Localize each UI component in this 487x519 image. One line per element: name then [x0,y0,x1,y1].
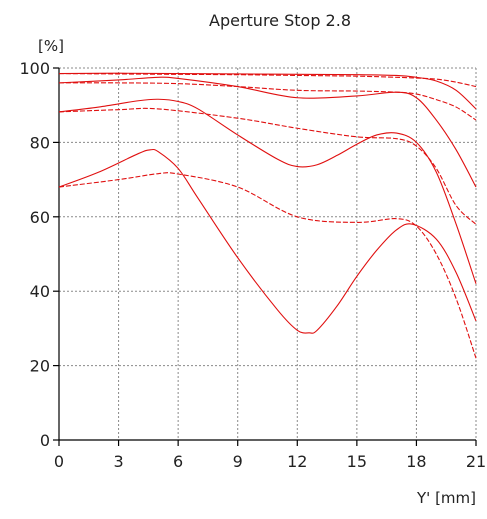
y-tick-label-100: 100 [19,59,50,78]
y-tick-label-40: 40 [30,282,50,301]
tick-labels: 0 20 40 60 80 100 0 3 6 9 12 15 18 21 [19,59,486,471]
mtf-curve-3-solid [58,76,477,188]
x-tick-label-3: 3 [113,452,123,471]
mtf-curves [58,72,477,359]
y-tick-label-20: 20 [30,357,50,376]
mtf-curve-4-dashed [58,82,477,121]
x-tick-label-0: 0 [54,452,64,471]
mtf-curve-7-solid [58,148,477,334]
x-axis-unit-label: Y' [mm] [416,489,476,507]
x-tick-label-15: 15 [347,452,367,471]
y-tick-label-0: 0 [40,431,50,450]
mtf-curve-1-solid [58,72,477,110]
x-tick-label-12: 12 [287,452,307,471]
x-tick-label-21: 21 [466,452,486,471]
axes [53,67,477,446]
y-axis-unit-label: [%] [38,37,64,55]
chart-title: Aperture Stop 2.8 [209,11,351,30]
grid-lines [59,67,477,440]
x-tick-label-18: 18 [406,452,426,471]
x-tick-label-9: 9 [233,452,243,471]
x-tick-label-6: 6 [173,452,183,471]
mtf-curve-6-dashed [58,107,477,225]
mtf-curve-5-solid [58,98,477,284]
y-tick-label-60: 60 [30,208,50,227]
mtf-curve-8-dashed [58,172,477,359]
mtf-curve-2-dashed [58,73,477,88]
y-tick-label-80: 80 [30,133,50,152]
